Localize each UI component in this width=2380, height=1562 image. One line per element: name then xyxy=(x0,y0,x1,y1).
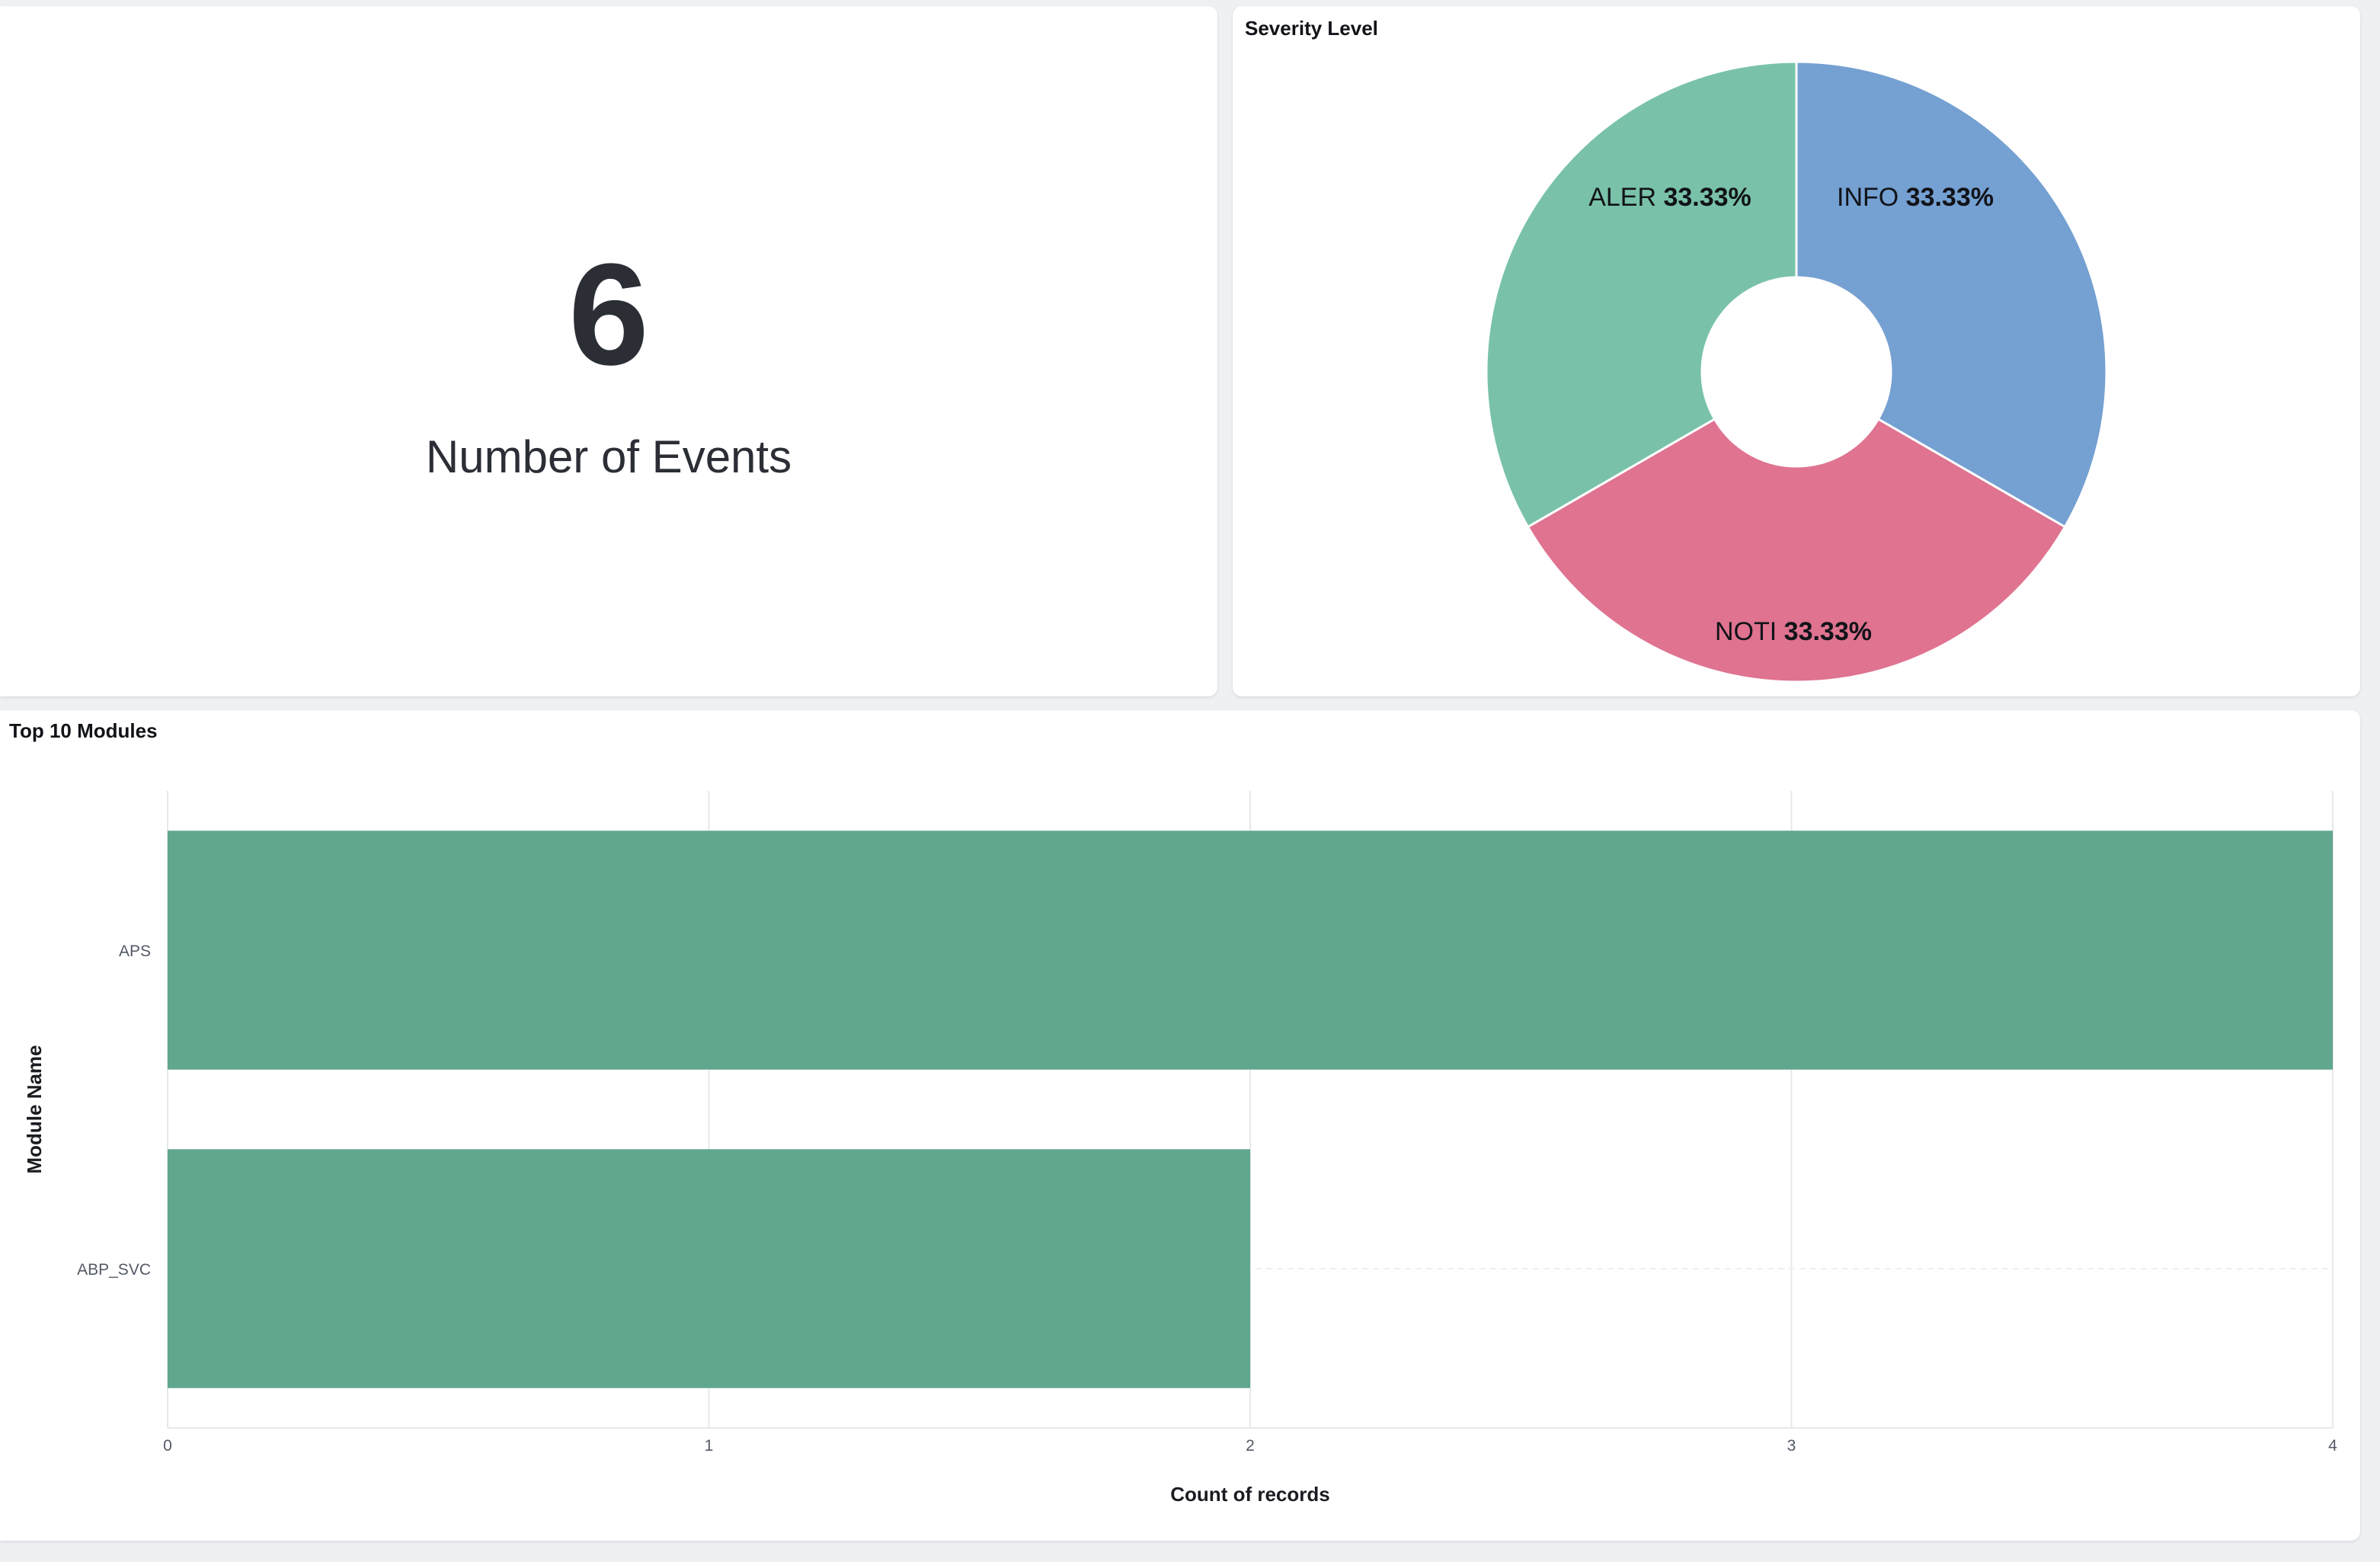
y-axis-title: Module Name xyxy=(23,1045,46,1173)
bar-abp_svc[interactable] xyxy=(168,1149,1250,1388)
x-tick-label: 4 xyxy=(2328,1437,2337,1455)
event-count-value: 6 xyxy=(568,234,649,395)
donut-slice-noti[interactable] xyxy=(1526,417,2067,683)
donut-label-info: INFO 33.33% xyxy=(1837,183,1994,212)
metric-panel: 6 Number of Events xyxy=(0,6,1217,696)
donut-label-aler: ALER 33.33% xyxy=(1588,183,1751,212)
donut-slice-info[interactable] xyxy=(1795,60,2108,529)
x-axis-title: Count of records xyxy=(1170,1483,1329,1506)
x-tick-label: 2 xyxy=(1246,1437,1255,1455)
severity-panel-title: Severity Level xyxy=(1245,17,1378,40)
x-tick-label: 3 xyxy=(1787,1437,1796,1455)
donut-label-noti: NOTI 33.33% xyxy=(1715,617,1872,646)
y-tick-label: APS xyxy=(119,943,151,960)
bar-aps[interactable] xyxy=(168,831,2333,1070)
modules-bar-chart: 0 1 2 3 4 APS ABP_SVC Count of records Module … xyxy=(23,791,2337,1506)
modules-panel: Top 10 Modules 0 1 2 3 4 APS ABP_SVC Count of … xyxy=(0,710,2360,1541)
severity-panel: Severity Level INFO 33.33% NOTI 33.33% ALE… xyxy=(1233,6,2360,696)
x-tick-label: 0 xyxy=(163,1437,172,1455)
event-count-label: Number of Events xyxy=(425,431,792,482)
y-tick-label: ABP_SVC xyxy=(77,1261,151,1279)
severity-donut-chart: INFO 33.33% NOTI 33.33% ALER 33.33% xyxy=(1485,60,2108,683)
modules-panel-title: Top 10 Modules xyxy=(9,719,158,742)
x-tick-label: 1 xyxy=(705,1437,714,1455)
donut-slice-aler[interactable] xyxy=(1485,60,1798,529)
